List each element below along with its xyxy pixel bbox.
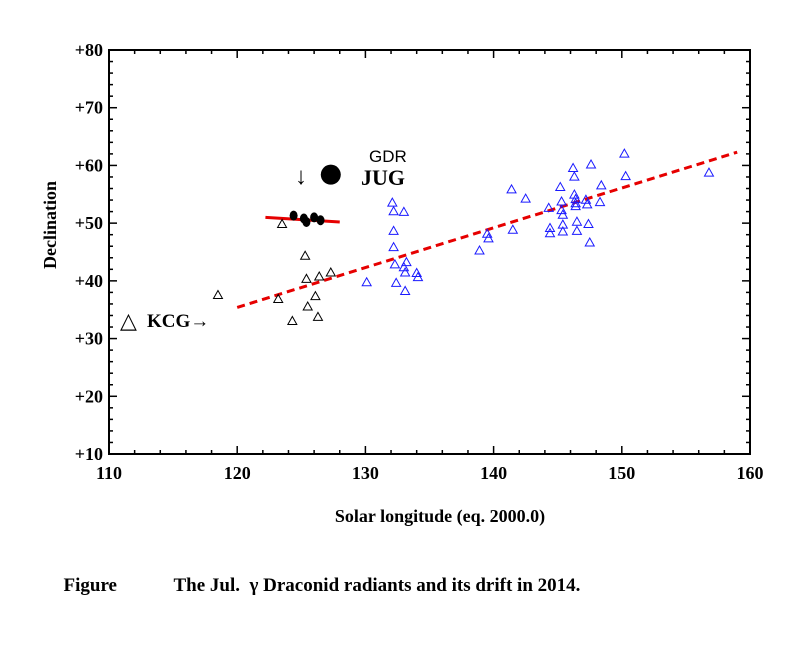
y-tick-label: +10 xyxy=(75,444,103,464)
blue-triangle-point xyxy=(361,276,373,287)
black-triangle-point xyxy=(310,290,321,301)
plot-area xyxy=(108,49,751,455)
y-axis-labels: +10 +20 +30 +40 +50 +60 +70 +80 xyxy=(75,40,103,464)
blue-triangle-point xyxy=(619,148,630,158)
x-axis-labels: 110 120 130 140 150 160 xyxy=(96,463,764,483)
y-tick-label: +50 xyxy=(75,213,103,233)
caption-prefix: Figure xyxy=(63,575,117,596)
y-axis-ticks xyxy=(109,49,750,455)
blue-triangle-point xyxy=(584,236,596,247)
blue-triangle-point xyxy=(543,202,555,212)
blue-triangle-point xyxy=(474,245,485,255)
jug-label: JUG xyxy=(361,165,405,190)
black-triangle-point xyxy=(301,273,312,283)
blue-triangle-point xyxy=(401,256,412,267)
blue-triangle-point xyxy=(481,228,493,238)
x-tick-label: 120 xyxy=(224,463,251,483)
y-tick-label: +60 xyxy=(75,155,103,175)
blue-triangle-point xyxy=(483,232,494,243)
down-arrow-icon: ↓ xyxy=(295,163,307,190)
blue-triangle-point xyxy=(620,170,632,181)
black-triangle-point xyxy=(302,301,314,311)
kcg-triangle-icon: △ xyxy=(120,308,137,333)
blue-triangle-point xyxy=(581,198,593,209)
caption-text: The Jul. γ Draconid radiants and its dri… xyxy=(173,575,581,596)
blue-triangle-point xyxy=(557,219,569,229)
x-tick-label: 110 xyxy=(96,463,122,483)
blue-triangle-point xyxy=(411,267,423,278)
y-tick-label: +70 xyxy=(75,98,103,118)
blue-triangle-point xyxy=(399,285,411,295)
data-points xyxy=(212,148,715,325)
blue-triangle-point xyxy=(569,171,580,181)
blue-triangle-point xyxy=(569,189,580,199)
blue-triangle-point xyxy=(557,209,569,219)
blue-triangle-point xyxy=(570,197,582,208)
black-triangle-point xyxy=(276,218,288,228)
y-tick-label: +30 xyxy=(75,329,103,349)
figure-caption: Figure The Jul. γ Draconid radiants and i… xyxy=(54,553,581,597)
blue-triangle-point xyxy=(388,205,399,216)
y-tick-label: +20 xyxy=(75,386,103,406)
drift-dot-point xyxy=(310,212,319,223)
blue-triangle-point xyxy=(544,227,556,238)
drift-dot-point xyxy=(316,215,325,226)
drift-dot-point xyxy=(302,216,311,227)
blue-triangle-point xyxy=(388,225,399,235)
blue-triangle-point xyxy=(386,197,398,207)
blue-triangle-point xyxy=(595,179,607,190)
x-axis-title: Solar longitude (eq. 2000.0) xyxy=(335,506,545,527)
x-tick-label: 130 xyxy=(352,463,379,483)
black-triangle-point xyxy=(272,293,284,304)
x-tick-label: 150 xyxy=(608,463,635,483)
blue-triangle-point xyxy=(570,193,582,204)
x-tick-label: 140 xyxy=(480,463,507,483)
blue-triangle-point xyxy=(580,194,592,204)
gdr-label: GDR xyxy=(369,147,407,166)
blue-triangle-point xyxy=(557,225,569,236)
blue-triangle-point xyxy=(570,200,582,211)
blue-triangle-point xyxy=(571,225,583,235)
blue-triangle-point xyxy=(585,159,597,169)
blue-triangle-point xyxy=(398,206,410,216)
blue-triangle-point xyxy=(703,167,715,177)
y-tick-label: +80 xyxy=(75,40,103,60)
black-triangle-point xyxy=(325,266,337,277)
blue-triangle-point xyxy=(556,204,567,215)
blue-triangle-point xyxy=(594,196,606,207)
x-tick-label: 160 xyxy=(737,463,764,483)
blue-triangle-point xyxy=(506,183,517,194)
black-triangle-point xyxy=(312,311,324,321)
blue-triangle-point xyxy=(507,224,519,234)
gdr-radiant-point xyxy=(320,164,341,185)
kcg-label: KCG→ xyxy=(147,311,209,332)
black-triangle-point xyxy=(212,289,224,299)
black-triangle-point xyxy=(286,315,298,325)
blue-triangle-point xyxy=(389,258,401,269)
blue-triangle-point xyxy=(544,222,556,233)
blue-triangle-point xyxy=(399,266,411,277)
blue-triangle-point xyxy=(390,277,402,287)
y-tick-label: +40 xyxy=(75,271,103,291)
black-triangle-point xyxy=(299,250,311,260)
drift-dot-point xyxy=(289,210,298,221)
blue-triangle-point xyxy=(554,181,566,192)
black-triangle-point xyxy=(313,270,325,281)
blue-triangle-point xyxy=(520,193,532,203)
blue-triangle-point xyxy=(412,271,424,282)
x-axis-ticks xyxy=(108,50,751,454)
blue-triangle-point xyxy=(583,218,594,228)
blue-triangle-point xyxy=(571,216,583,226)
blue-triangle-point xyxy=(388,241,399,252)
blue-triangle-point xyxy=(567,162,579,173)
y-axis-title: Declination xyxy=(40,181,60,269)
